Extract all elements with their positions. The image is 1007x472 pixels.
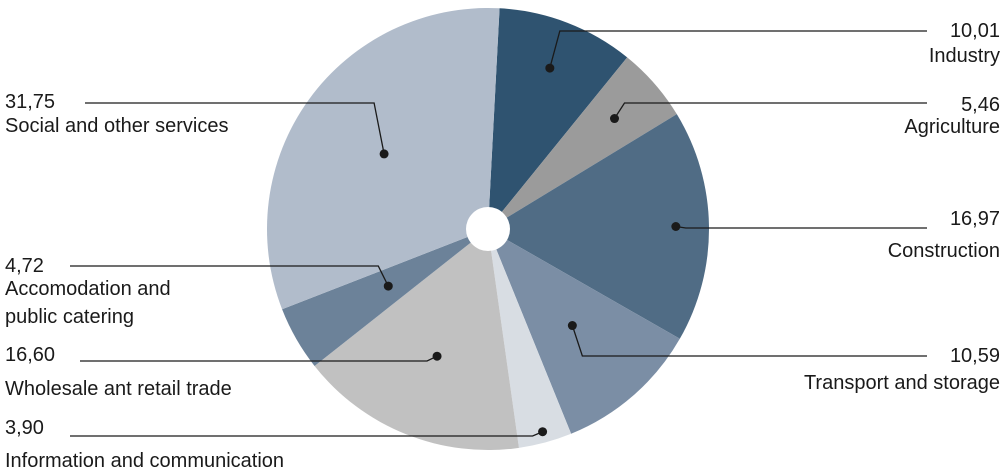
value-label-transport-and-storage: 10,59 (950, 345, 1000, 367)
leader-dot-transport-and-storage (567, 321, 577, 331)
leader-line-social-and-other-services (85, 102, 385, 155)
leader-lines (70, 30, 927, 437)
value-label-social-and-other-services: 31,75 (5, 91, 55, 113)
category-label-agriculture: Agriculture (904, 116, 1000, 138)
leader-line-accomodation-and-public-catering (70, 265, 389, 287)
category-label-construction: Construction (888, 240, 1000, 262)
leader-line-agriculture (613, 102, 927, 119)
pie-slice-wholesale-ant-retail-trade (314, 229, 519, 450)
value-label-wholesale-ant-retail-trade: 16,60 (5, 344, 55, 366)
category-label-social-and-other-services: Social and other services (5, 115, 228, 137)
pie-slice-industry (488, 8, 628, 230)
pie-slice-accomodation-and-public-catering (282, 229, 488, 366)
leader-dot-agriculture (609, 114, 619, 124)
value-label-information-and-communication: 3,90 (5, 417, 44, 439)
pie-slice-transport-and-storage (488, 229, 680, 434)
leader-line-industry (549, 30, 927, 69)
pie-slice-social-and-other-services (267, 7, 500, 310)
leader-dot-wholesale-ant-retail-trade (432, 351, 442, 361)
leader-line-construction (675, 225, 927, 229)
pie-slice-information-and-communication (488, 229, 572, 448)
leader-dot-construction (671, 222, 681, 232)
category-label-accomodation-and-public-catering-line-2: public catering (5, 306, 134, 328)
pie-center-hole (466, 207, 510, 251)
value-label-accomodation-and-public-catering: 4,72 (5, 255, 44, 277)
leader-dot-information-and-communication (538, 427, 548, 437)
category-label-transport-and-storage: Transport and storage (804, 372, 1000, 394)
leader-dot-social-and-other-services (379, 149, 389, 159)
category-label-industry: Industry (929, 45, 1000, 67)
leader-line-transport-and-storage (571, 325, 927, 357)
category-label-accomodation-and-public-catering-line-1: Accomodation and (5, 278, 171, 300)
value-label-construction: 16,97 (950, 208, 1000, 230)
pie-slices (267, 7, 709, 450)
pie-slice-agriculture (488, 57, 677, 229)
category-label-information-and-communication: Information and communication (5, 450, 284, 472)
value-label-agriculture: 5,46 (961, 94, 1000, 116)
leader-dot-industry (545, 63, 555, 73)
value-label-industry: 10,01 (950, 20, 1000, 42)
category-label-wholesale-ant-retail-trade: Wholesale ant retail trade (5, 378, 232, 400)
pie-slice-construction (488, 114, 709, 339)
leader-dot-accomodation-and-public-catering (383, 281, 393, 291)
